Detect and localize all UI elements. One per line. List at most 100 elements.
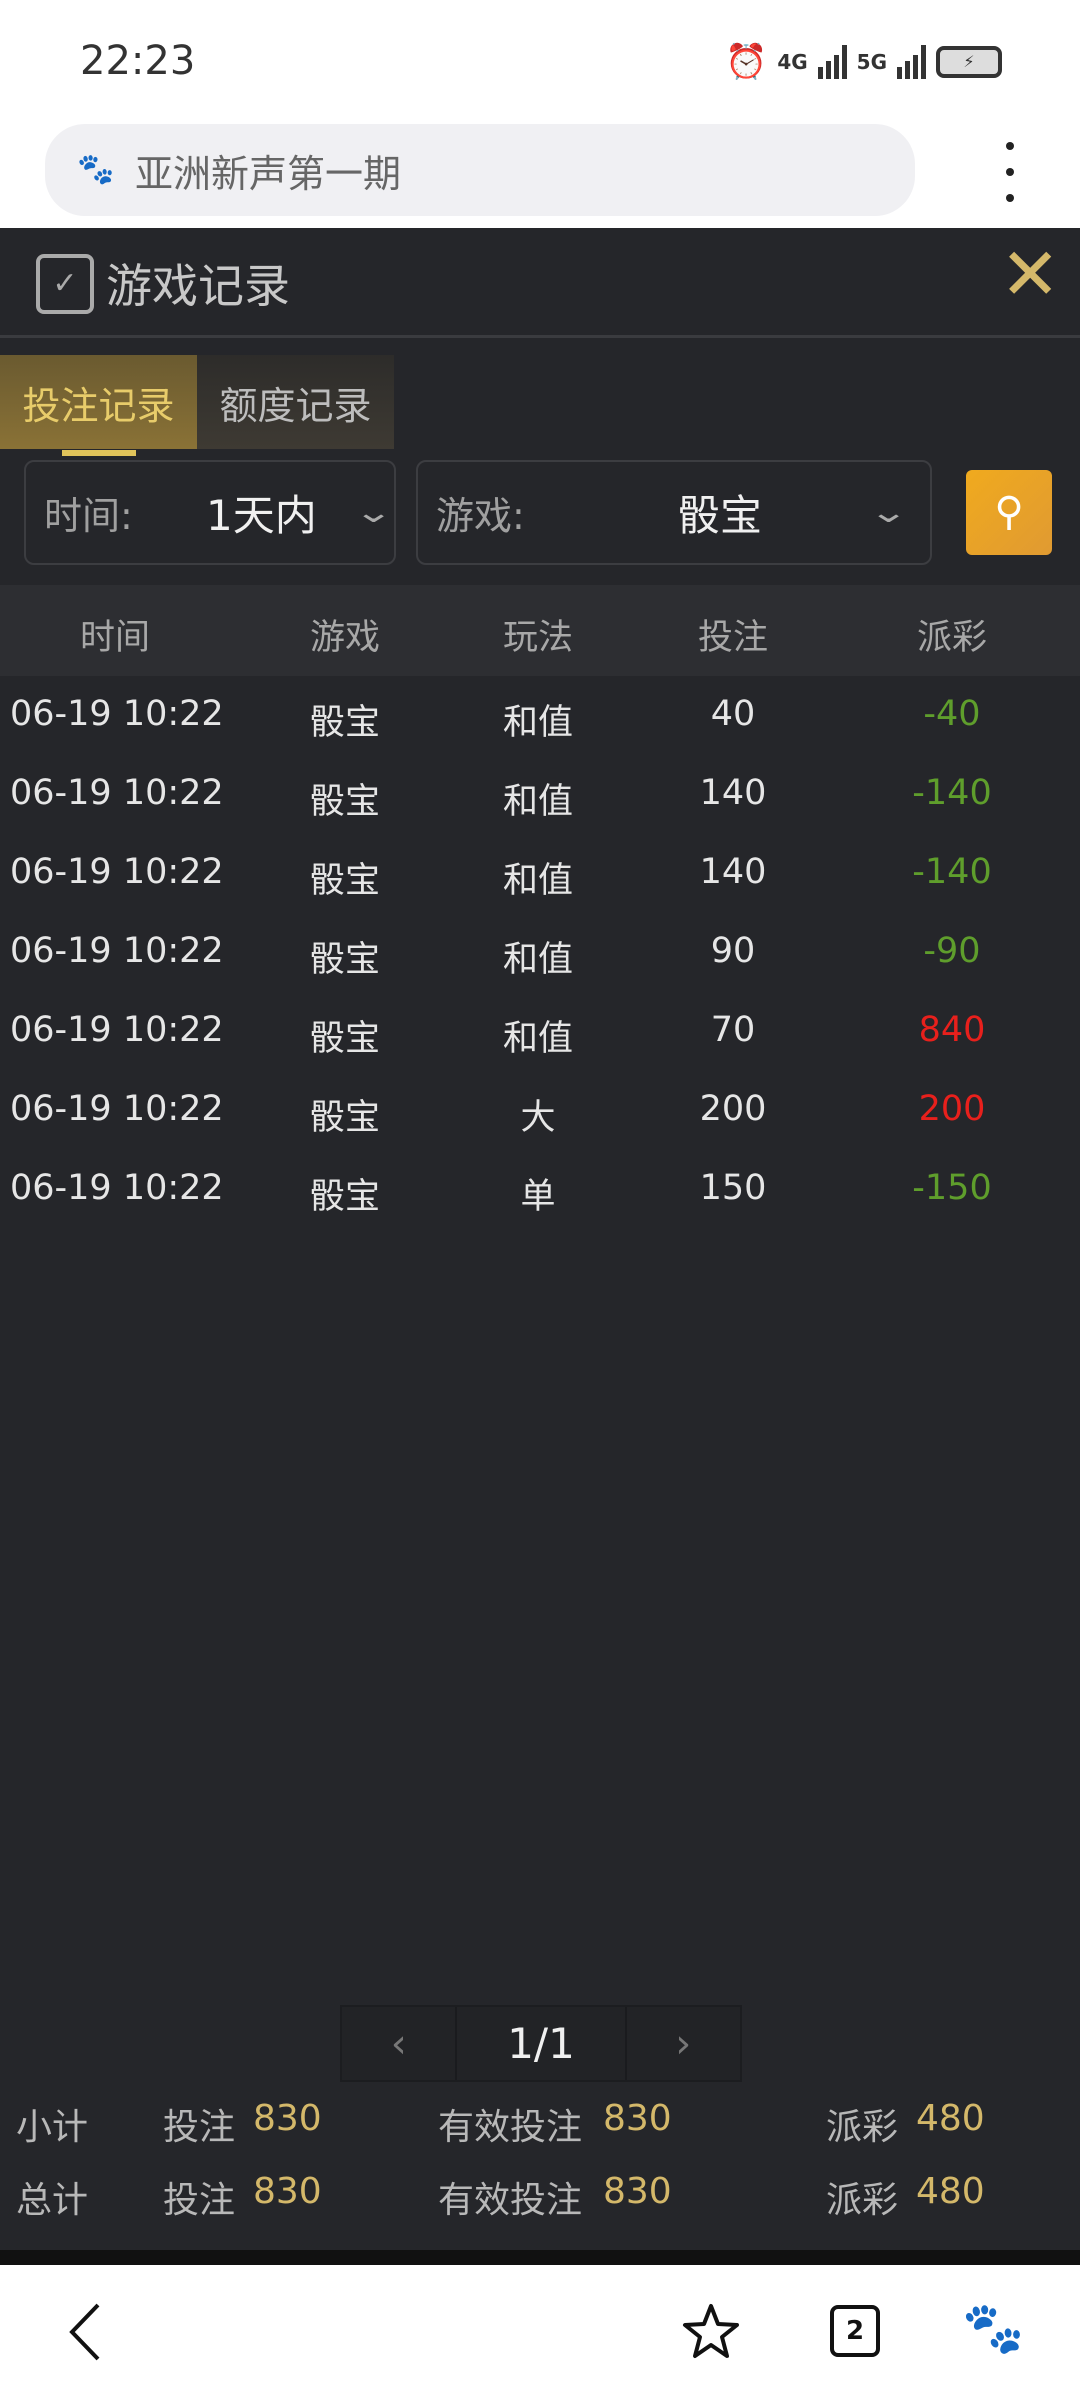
bet-label: 投注 [163, 2107, 236, 2148]
row-payout: -40 [923, 694, 981, 734]
status-icons: ⏰ 4G 5G ⚡ [725, 42, 1002, 82]
row-bet: 200 [699, 1089, 767, 1129]
row-bet: 70 [710, 1010, 756, 1050]
payout-label: 派彩 [826, 2107, 899, 2148]
game-filter-value: 骰宝 [678, 491, 763, 540]
valid-bet-value: 830 [603, 2171, 672, 2212]
row-time: 06-19 10:22 [10, 931, 224, 971]
table-row: 06-19 10:22 骰宝 和值 90 -90 [0, 913, 1080, 992]
row-play: 和值 [502, 782, 574, 822]
payout-value: 480 [916, 2171, 985, 2212]
baidu-icon[interactable]: 🐾 [962, 2299, 1025, 2357]
row-payout: 200 [918, 1089, 986, 1129]
table-row: 06-19 10:22 骰宝 和值 140 -140 [0, 755, 1080, 834]
row-game: 骰宝 [309, 940, 381, 980]
signal-icon [897, 45, 926, 79]
row-bet: 40 [710, 694, 756, 734]
row-game: 骰宝 [309, 861, 381, 901]
prev-page-button[interactable]: ‹ [342, 2007, 456, 2080]
next-page-button[interactable]: › [626, 2007, 740, 2080]
bet-value: 830 [253, 2171, 322, 2212]
bottom-nav: 2 🐾 [0, 2265, 1080, 2388]
table-row: 06-19 10:22 骰宝 和值 40 -40 [0, 676, 1080, 755]
clipboard-check-icon: ✓ [36, 254, 94, 314]
row-game: 骰宝 [309, 782, 381, 822]
subtotal-label: 小计 [16, 2107, 89, 2148]
status-bar: 22:23 ⏰ 4G 5G ⚡ [0, 0, 1080, 115]
header-payout: 派彩 [916, 618, 988, 658]
back-icon[interactable] [68, 2303, 104, 2361]
bet-value: 830 [253, 2098, 322, 2139]
total-label: 总计 [16, 2180, 89, 2221]
header-time: 时间 [79, 618, 151, 658]
close-icon[interactable]: ✕ [1000, 232, 1061, 316]
subtotal-row: 小计 投注 830 有效投注 830 派彩 480 [0, 2098, 1080, 2158]
tab-bet-records[interactable]: 投注记录 [0, 355, 197, 449]
row-payout: -90 [923, 931, 981, 971]
battery-charging-icon: ⚡ [936, 46, 1002, 78]
row-time: 06-19 10:22 [10, 1089, 224, 1129]
row-play: 和值 [502, 1019, 574, 1059]
alarm-icon: ⏰ [724, 42, 768, 82]
row-time: 06-19 10:22 [10, 773, 224, 813]
row-game: 骰宝 [309, 1177, 381, 1217]
divider [0, 2250, 1080, 2265]
search-button[interactable]: ⚲ [966, 470, 1052, 555]
more-vertical-icon[interactable] [1000, 142, 1020, 202]
row-play: 和值 [502, 703, 574, 743]
game-filter-select[interactable]: 游戏: 骰宝 ⌄ [416, 460, 932, 565]
game-record-panel: ✓ 游戏记录 ✕ 投注记录 额度记录 时间: 1天内 ⌄ 游戏: 骰宝 ⌄ ⚲ … [0, 228, 1080, 2252]
row-time: 06-19 10:22 [10, 1168, 224, 1208]
row-play: 和值 [502, 861, 574, 901]
payout-label: 派彩 [826, 2180, 899, 2221]
row-time: 06-19 10:22 [10, 694, 224, 734]
address-bar[interactable]: 🐾 亚洲新声第一期 [45, 124, 915, 216]
row-time: 06-19 10:22 [10, 1010, 224, 1050]
row-bet: 140 [699, 773, 767, 813]
row-payout: 840 [918, 1010, 986, 1050]
page-indicator: 1/1 [455, 2007, 627, 2080]
valid-bet-label: 有效投注 [438, 2180, 583, 2221]
row-play: 和值 [502, 940, 574, 980]
chevron-down-icon: ⌄ [868, 495, 909, 530]
active-tab-indicator [62, 450, 136, 456]
payout-value: 480 [916, 2098, 985, 2139]
tab-credit-records[interactable]: 额度记录 [197, 355, 394, 449]
time-filter-label: 时间: [44, 494, 133, 538]
total-row: 总计 投注 830 有效投注 830 派彩 480 [0, 2171, 1080, 2231]
panel-header: ✓ 游戏记录 ✕ [0, 228, 1080, 338]
baidu-paw-icon: 🐾 [77, 152, 115, 187]
row-play: 大 [520, 1098, 556, 1138]
star-icon[interactable] [682, 2303, 740, 2359]
time-filter-value: 1天内 [206, 491, 317, 540]
table-row: 06-19 10:22 骰宝 和值 140 -140 [0, 834, 1080, 913]
pagination: ‹ 1/1 › [340, 2005, 742, 2082]
table-row: 06-19 10:22 骰宝 单 150 -150 [0, 1150, 1080, 1229]
network-5g: 5G [856, 50, 887, 74]
row-game: 骰宝 [309, 1019, 381, 1059]
row-payout: -150 [912, 1168, 992, 1208]
valid-bet-label: 有效投注 [438, 2107, 583, 2148]
time-filter-select[interactable]: 时间: 1天内 ⌄ [24, 460, 396, 565]
network-4g: 4G [777, 50, 808, 74]
game-filter-label: 游戏: [436, 494, 525, 538]
signal-icon [817, 45, 847, 79]
row-game: 骰宝 [309, 1098, 381, 1138]
row-bet: 90 [710, 931, 756, 971]
bet-label: 投注 [163, 2180, 236, 2221]
table-header: 时间 游戏 玩法 投注 派彩 [0, 585, 1080, 676]
header-bet: 投注 [697, 618, 769, 658]
header-play: 玩法 [502, 618, 574, 658]
table-row: 06-19 10:22 骰宝 大 200 200 [0, 1071, 1080, 1150]
row-payout: -140 [912, 773, 992, 813]
row-bet: 150 [699, 1168, 767, 1208]
url-text: 亚洲新声第一期 [135, 151, 402, 196]
row-play: 单 [520, 1177, 556, 1217]
table-row: 06-19 10:22 骰宝 和值 70 840 [0, 992, 1080, 1071]
header-game: 游戏 [309, 618, 381, 658]
tabs-button[interactable]: 2 [830, 2305, 880, 2357]
search-icon: ⚲ [994, 489, 1024, 535]
row-time: 06-19 10:22 [10, 852, 224, 892]
panel-title: 游戏记录 [106, 259, 290, 313]
row-game: 骰宝 [309, 703, 381, 743]
